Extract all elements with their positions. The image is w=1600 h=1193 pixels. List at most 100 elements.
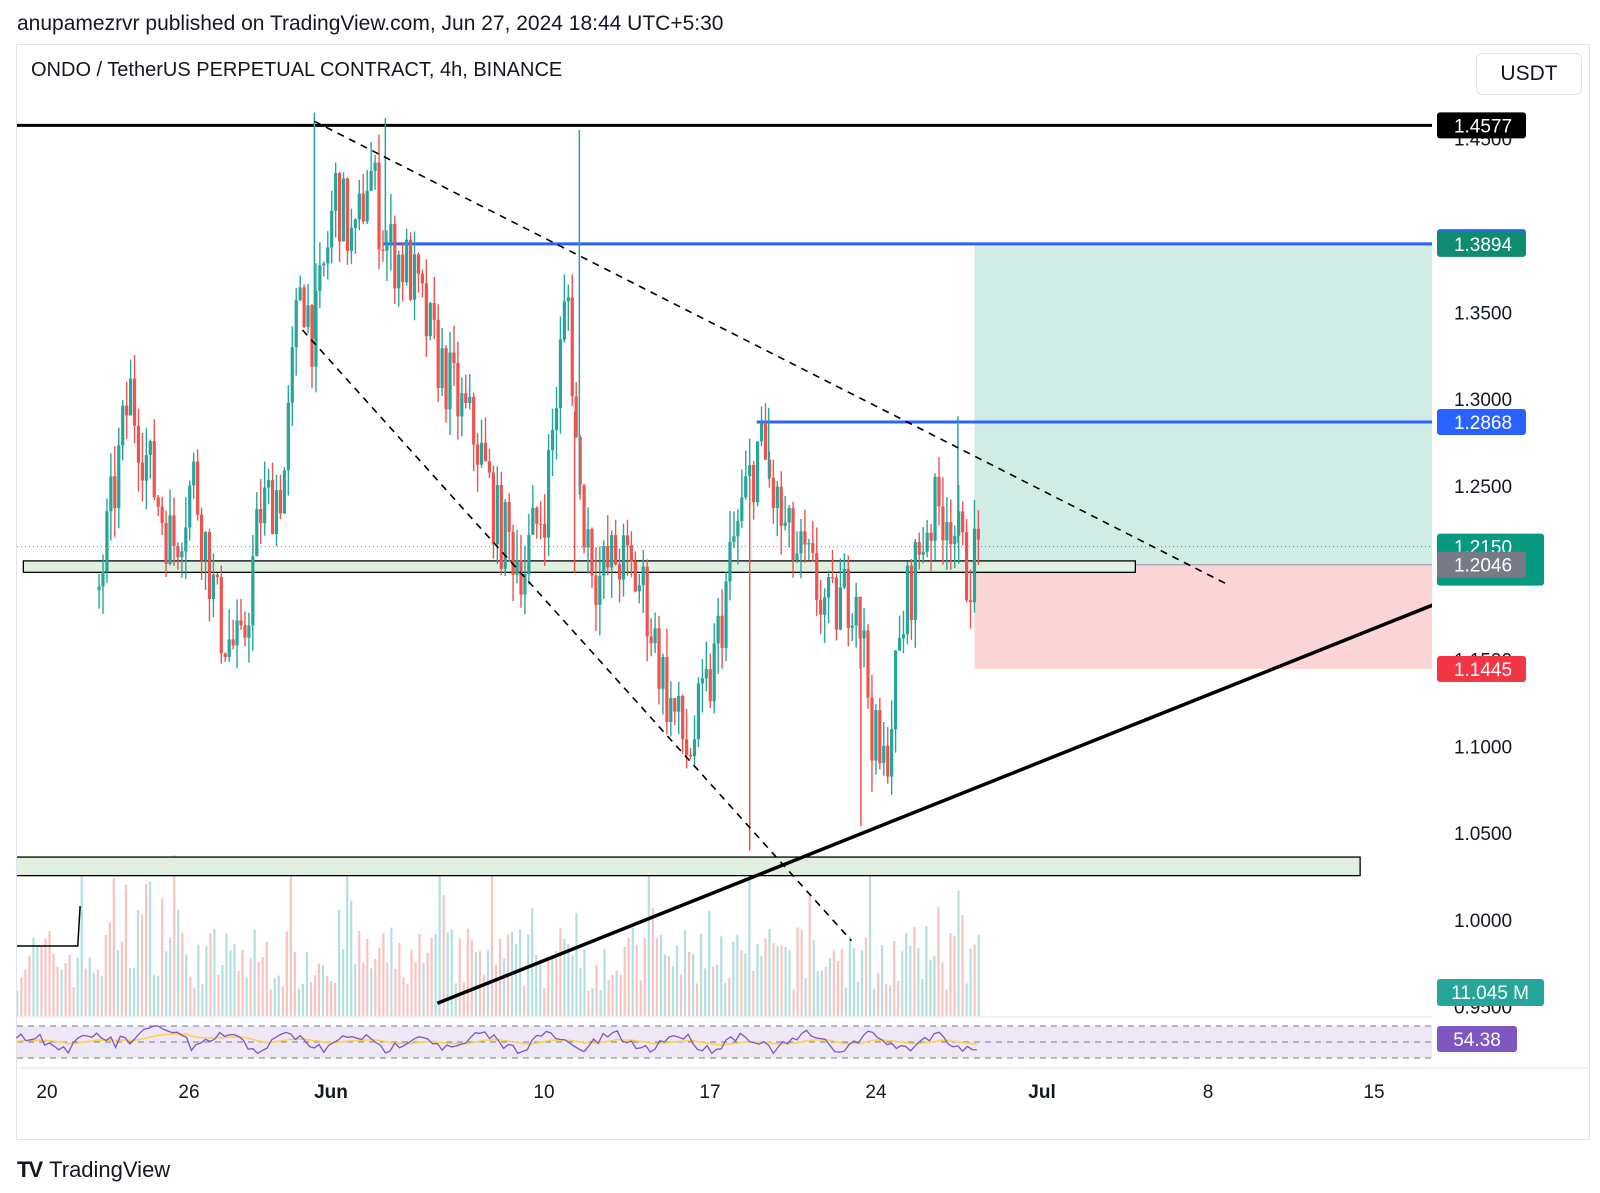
candle-body — [606, 546, 610, 568]
candle-body — [267, 480, 271, 488]
candle-body — [562, 301, 566, 340]
volume-bar — [354, 964, 357, 1016]
candle-body — [752, 464, 756, 503]
candle-body — [310, 305, 314, 367]
candle-body — [602, 546, 606, 576]
candle-body — [712, 643, 716, 702]
candle-body — [464, 393, 468, 404]
volume-bar — [728, 978, 731, 1016]
volume-bar — [615, 970, 618, 1016]
volume-bar — [120, 941, 124, 1016]
candle-body — [724, 581, 728, 648]
candle-body — [878, 710, 882, 763]
volume-bar — [418, 934, 421, 1016]
volume-bar — [864, 937, 868, 1016]
candle-body — [862, 630, 866, 639]
volume-bar — [197, 944, 200, 1016]
candle-body — [448, 352, 452, 410]
candle-body — [515, 560, 519, 575]
candle-body — [759, 422, 764, 442]
volume-bar — [953, 936, 956, 1016]
candle-body — [913, 541, 917, 621]
volume-bar — [285, 931, 288, 1016]
candle-body — [850, 625, 854, 628]
tradingview-logo-icon: TV — [17, 1157, 43, 1182]
volume-bar — [808, 892, 811, 1016]
candle-body — [483, 442, 488, 462]
volume-bar — [756, 943, 759, 1016]
volume-bar — [257, 961, 260, 1016]
candle-body — [625, 535, 630, 546]
candle-body — [823, 597, 827, 615]
candle-body — [614, 535, 618, 565]
price-tick-label: 1.0500 — [1454, 824, 1512, 845]
volume-bar — [438, 861, 441, 1016]
volume-bar — [52, 953, 55, 1016]
volume-bar — [623, 946, 626, 1016]
volume-bar — [587, 990, 590, 1016]
candle-body — [925, 532, 929, 552]
target-zone[interactable] — [974, 243, 1471, 565]
candle-body — [503, 502, 507, 569]
rising-trendline[interactable] — [436, 554, 1561, 1005]
candle-body — [886, 745, 890, 777]
volume-bar — [856, 981, 860, 1016]
candle-body — [511, 531, 515, 575]
candle-body — [341, 178, 346, 242]
candle-body — [322, 263, 326, 266]
candle-body — [97, 586, 101, 591]
candle-body — [373, 162, 377, 171]
candle-body — [677, 695, 681, 712]
volume-bar — [358, 930, 361, 1016]
currency-button[interactable]: USDT — [1476, 53, 1582, 95]
candle-body — [314, 290, 318, 367]
plot-area — [12, 112, 1561, 1016]
candle-body — [199, 514, 204, 561]
candle-body — [495, 484, 499, 545]
volume-bar — [905, 933, 908, 1016]
volume-bar — [333, 983, 337, 1016]
candle-body — [685, 739, 689, 755]
volume-bar — [941, 962, 944, 1016]
descending-channel-line[interactable] — [301, 329, 853, 942]
candle-body — [574, 396, 578, 437]
price-tick-label: 1.3500 — [1454, 303, 1512, 324]
candle-body — [531, 507, 535, 535]
rsi-line — [15, 1025, 977, 1055]
candle-body — [633, 561, 637, 592]
stop-zone[interactable] — [974, 564, 1471, 670]
price-scale-badge — [1437, 656, 1526, 683]
volume-bar — [462, 982, 465, 1016]
volume-bar — [740, 950, 743, 1016]
volume-bar — [494, 964, 498, 1016]
volume-bar — [152, 974, 156, 1016]
volume-bar — [64, 963, 67, 1016]
support-zone[interactable] — [22, 560, 1137, 574]
candle-body — [385, 243, 389, 251]
price-scale-badge — [1437, 551, 1526, 578]
tradingview-brand[interactable]: TV TradingView — [17, 1157, 170, 1183]
descending-channel-line[interactable] — [313, 120, 1231, 587]
volume-bar — [17, 990, 19, 1016]
volume-bar — [458, 938, 461, 1016]
volume-bar — [108, 922, 111, 1016]
volume-bar — [410, 949, 413, 1016]
symbol-title[interactable]: ONDO / TetherUS PERPETUAL CONTRACT, 4h, … — [31, 59, 563, 81]
candle-body — [235, 620, 239, 646]
candle-body — [539, 523, 543, 525]
volume-bar — [321, 965, 325, 1016]
volume-bar — [490, 862, 494, 1016]
volume-bar — [909, 945, 912, 1016]
volume-bar — [563, 938, 566, 1016]
candle-body — [302, 287, 306, 328]
volume-bar — [704, 968, 707, 1016]
volume-bar — [56, 966, 59, 1016]
volume-bar — [289, 858, 292, 1016]
volume-bar — [547, 960, 550, 1016]
support-zone[interactable] — [12, 856, 1361, 877]
candle-body — [176, 545, 180, 558]
volume-bar — [551, 957, 554, 1016]
candle-body — [917, 541, 921, 555]
volume-bar — [929, 959, 932, 1016]
